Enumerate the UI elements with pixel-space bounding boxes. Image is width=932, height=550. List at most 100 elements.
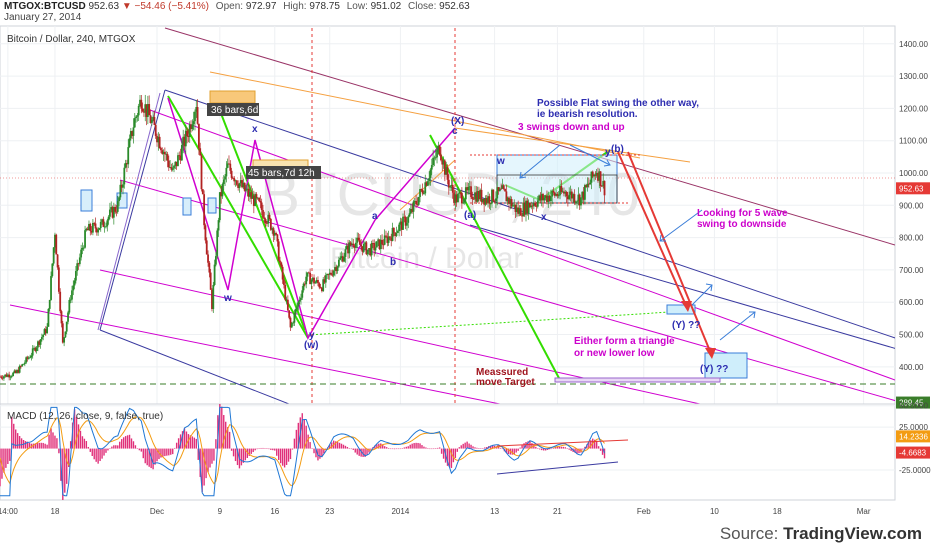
candle-body (551, 190, 554, 197)
magenta-zigzag[interactable] (167, 97, 456, 340)
candle-body (322, 279, 325, 292)
candle-body (502, 185, 505, 189)
macd-hist-bar (552, 448, 555, 449)
candle-body (43, 329, 46, 335)
price-axis[interactable]: 1400.00 1300.00 1200.00 1100.00 1000.00 900.0… (896, 40, 930, 409)
macd-hist-bar (507, 448, 510, 455)
projection-arrows[interactable] (617, 151, 713, 357)
andrews-pitchfork[interactable] (99, 89, 932, 420)
candle-body (39, 339, 42, 345)
candle-body (73, 280, 76, 286)
macd-pane[interactable]: 50.0000 25.0000 -25.0000 14.2336 -4.6683 MAC… (0, 396, 931, 503)
macd-hist-bar (387, 447, 390, 449)
candle-body (602, 180, 605, 186)
drawings[interactable] (0, 27, 932, 420)
candle-body (557, 195, 560, 197)
candle-body (318, 283, 321, 288)
candle-body (300, 297, 302, 300)
candle-body (76, 263, 79, 272)
candle-body (488, 196, 491, 204)
price-tick-label: 1100.00 (899, 137, 928, 146)
candle-body (475, 192, 478, 202)
candle-body (146, 104, 149, 117)
candle-body (293, 313, 296, 323)
macd-hist-bar (93, 448, 95, 460)
candle-body (255, 194, 258, 199)
candle-body (273, 233, 276, 236)
candle-body (131, 131, 134, 136)
macd-hist-bar (535, 446, 537, 449)
symbol[interactable]: MTGOX:BTCUSD (4, 1, 86, 12)
macd-hist-bar (376, 444, 378, 449)
macd-hist-bar (497, 446, 500, 449)
candle-body (498, 188, 501, 192)
macd-hist-bar (470, 444, 472, 449)
macd-hist-bar (546, 448, 549, 450)
candle-body (556, 193, 559, 196)
macd-hist-bar (228, 431, 231, 449)
macd-hist-bar (73, 409, 76, 449)
source-credit: Source: TradingView.com (720, 524, 922, 544)
macd-hist-bar (274, 448, 276, 451)
macd-hist-bar (513, 448, 515, 455)
macd-hist-bar (374, 445, 376, 449)
price-tick-label: 400.00 (899, 363, 924, 372)
macd-hist-bar (289, 448, 292, 460)
candle-body (506, 197, 509, 202)
quote-header: MTGOX:BTCUSD 952.63 ▼ −54.46 (−5.41%) Op… (4, 1, 470, 13)
macd-hist-bar (44, 443, 46, 449)
chart-area[interactable]: BTCUSD, 240 Bitcoin / Dollar (0, 24, 932, 524)
candle-body (451, 184, 454, 193)
candle-body (573, 194, 576, 203)
macd-hist-bar (370, 448, 372, 450)
candle-body (63, 337, 66, 343)
macd-hist-bar (103, 448, 105, 456)
candle-body (126, 163, 128, 165)
macd-hist-bar (270, 448, 272, 450)
candle-body (116, 201, 119, 212)
macd-hist-bar (564, 447, 566, 449)
candle-body (84, 230, 86, 248)
macd-hist-bar (201, 448, 203, 492)
candle-body (46, 326, 49, 334)
candle-body (320, 287, 323, 292)
candle-body (347, 245, 349, 254)
candle-body (487, 196, 489, 203)
candle-body (141, 108, 144, 112)
macd-hist-bar (521, 445, 523, 449)
candle-body (492, 189, 495, 201)
macd-hist-bar (230, 448, 233, 451)
candle-body (192, 121, 195, 125)
macd-hist-bar (542, 448, 545, 451)
candle-body (527, 203, 530, 214)
macd-hist-bar (311, 448, 313, 449)
candle-body (438, 145, 441, 155)
candle-body (98, 228, 101, 230)
macd-hist-bar (42, 442, 44, 449)
macd-hist-bar (474, 447, 476, 449)
time-tick-label: 16 (270, 507, 279, 516)
candle-body (16, 369, 18, 374)
candle-body (17, 369, 20, 373)
macd-axis[interactable]: 50.0000 25.0000 -25.0000 14.2336 -4.6683 (896, 402, 931, 475)
macd-hist-bar (315, 448, 317, 458)
candle-body (290, 323, 293, 328)
candle-body (214, 256, 217, 265)
macd-hist-bar (346, 446, 349, 449)
candle-body (154, 124, 157, 136)
macd-hist-bar (533, 445, 535, 449)
candle-body (566, 196, 569, 200)
header-date: January 27, 2014 (4, 12, 82, 23)
candle-body (9, 376, 12, 378)
time-axis[interactable]: 14:00 18 Dec 9 16 23 2014 13 21 Feb 10 18 Mar (0, 507, 871, 516)
macd-tick-label: 25.0000 (899, 423, 928, 432)
candle-body (71, 290, 73, 300)
candle-body (479, 189, 482, 200)
macd-hist-bar (64, 448, 66, 493)
candle-body (190, 124, 192, 129)
candle-body (230, 170, 233, 178)
candle-body (48, 299, 51, 309)
macd-signal-line (0, 416, 605, 487)
candle-body (201, 189, 204, 195)
macd-hist-bar (491, 445, 494, 449)
